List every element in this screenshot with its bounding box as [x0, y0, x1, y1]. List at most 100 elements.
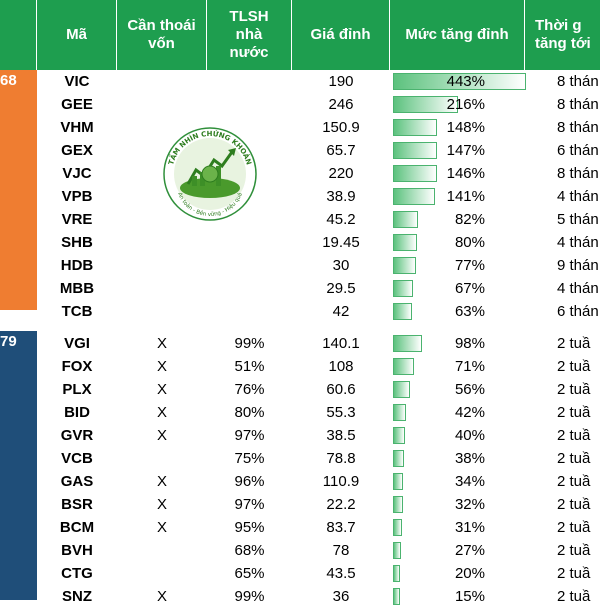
cell-muc-tang: 42%	[454, 404, 485, 421]
cell-gia-dinh: 150.9	[322, 119, 360, 136]
growth-bar	[393, 234, 417, 251]
cell-gia-dinh: 140.1	[322, 335, 360, 352]
table-row: FOX X 51% 108 71% 2 tuầ	[0, 355, 600, 378]
cell-thoi-gian: 6 thán	[557, 142, 599, 159]
header-thoi-gian-line2: tăng tới	[535, 35, 591, 52]
cell-thoai-von	[117, 447, 207, 470]
cell-tlsh: 76%	[234, 381, 265, 398]
table-row: VRE 45.2 82% 5 thán	[0, 208, 600, 231]
growth-bar	[393, 519, 402, 536]
cell-gia-dinh: 29.5	[326, 280, 356, 297]
header-tlsh: TLSH nhà nước	[207, 0, 292, 70]
cell-ma: PLX	[62, 381, 92, 398]
header-tlsh-line3: nước	[229, 44, 269, 61]
header-group-cell	[0, 0, 37, 70]
cell-tlsh	[207, 277, 292, 300]
table-row: CTG 65% 43.5 20% 2 tuầ	[0, 562, 600, 585]
cell-thoai-von	[117, 277, 207, 300]
table-row: VCB 75% 78.8 38% 2 tuầ	[0, 447, 600, 470]
cell-thoi-gian: 2 tuầ	[557, 381, 591, 398]
cell-tlsh: 68%	[234, 542, 265, 559]
group-band-bottom: 79	[0, 331, 37, 600]
table-row: BID X 80% 55.3 42% 2 tuầ	[0, 401, 600, 424]
cell-ma: MBB	[59, 280, 95, 297]
cell-thoi-gian: 8 thán	[557, 96, 599, 113]
cell-thoai-von: X	[156, 358, 167, 375]
cell-gia-dinh: 19.45	[322, 234, 360, 251]
cell-gia-dinh: 78.8	[326, 450, 356, 467]
cell-ma: GEX	[61, 142, 93, 159]
cell-ma: GAS	[60, 473, 94, 490]
cell-tlsh: 51%	[234, 358, 265, 375]
growth-bar	[393, 280, 413, 297]
cell-muc-tang: 216%	[446, 96, 485, 113]
cell-gia-dinh: 108	[328, 358, 354, 375]
cell-thoai-von	[117, 93, 207, 116]
cell-ma: VPB	[61, 188, 93, 205]
cell-thoi-gian: 2 tuầ	[557, 450, 591, 467]
cell-tlsh: 96%	[234, 473, 265, 490]
header-tlsh-line2: nhà	[235, 26, 263, 43]
cell-tlsh: 97%	[234, 427, 265, 444]
cell-gia-dinh: 42	[332, 303, 350, 320]
cell-thoai-von	[117, 539, 207, 562]
cell-ma: VGI	[64, 335, 90, 352]
table-header: Mã Cần thoái vốn TLSH nhà nước Giá đỉnh …	[0, 0, 600, 70]
table-row: VIC 190 443% 8 thán	[0, 70, 600, 93]
cell-thoi-gian: 9 thán	[557, 257, 599, 274]
cell-tlsh	[207, 93, 292, 116]
cell-thoai-von	[117, 254, 207, 277]
cell-gia-dinh: 30	[332, 257, 350, 274]
cell-thoi-gian: 2 tuầ	[557, 542, 591, 559]
cell-thoai-von: X	[156, 381, 167, 398]
table-row: GEE 246 216% 8 thán	[0, 93, 600, 116]
cell-gia-dinh: 45.2	[326, 211, 356, 228]
cell-thoi-gian: 2 tuầ	[557, 496, 591, 513]
cell-muc-tang: 147%	[446, 142, 485, 159]
cell-thoi-gian: 2 tuầ	[557, 588, 591, 605]
header-thoi-gian: Thời g tăng tới	[525, 0, 600, 70]
cell-thoi-gian: 2 tuầ	[557, 473, 591, 490]
cell-muc-tang: 98%	[454, 335, 485, 352]
table-row: MBB 29.5 67% 4 thán	[0, 277, 600, 300]
cell-thoi-gian: 2 tuầ	[557, 404, 591, 421]
table-row: BCM X 95% 83.7 31% 2 tuầ	[0, 516, 600, 539]
growth-bar	[393, 335, 422, 352]
cell-gia-dinh: 60.6	[326, 381, 356, 398]
cell-gia-dinh: 220	[328, 165, 354, 182]
cell-thoi-gian: 4 thán	[557, 234, 599, 251]
cell-ma: CTG	[61, 565, 93, 582]
cell-tlsh: 97%	[234, 496, 265, 513]
cell-tlsh: 80%	[234, 404, 265, 421]
table-row: HDB 30 77% 9 thán	[0, 254, 600, 277]
cell-thoai-von: X	[156, 588, 167, 605]
cell-muc-tang: 71%	[454, 358, 485, 375]
cell-thoai-von: X	[156, 519, 167, 536]
cell-tlsh	[207, 70, 292, 93]
group-label-top: 68	[0, 72, 17, 89]
cell-ma: BVH	[61, 542, 93, 559]
growth-bar	[393, 96, 458, 113]
growth-bar	[393, 73, 526, 90]
table-row: SNZ X 99% 36 15% 2 tuầ	[0, 585, 600, 608]
cell-thoi-gian: 2 tuầ	[557, 427, 591, 444]
cell-gia-dinh: 38.9	[326, 188, 356, 205]
group-label-bottom: 79	[0, 333, 17, 350]
growth-bar	[393, 381, 410, 398]
cell-ma: BCM	[59, 519, 95, 536]
cell-muc-tang: 20%	[454, 565, 485, 582]
cell-gia-dinh: 36	[332, 588, 350, 605]
table-row: GVR X 97% 38.5 40% 2 tuầ	[0, 424, 600, 447]
table-row: VPB 38.9 141% 4 thán	[0, 185, 600, 208]
cell-ma: VHM	[60, 119, 94, 136]
cell-muc-tang: 15%	[454, 588, 485, 605]
growth-bar	[393, 358, 414, 375]
cell-muc-tang: 63%	[454, 303, 485, 320]
cell-muc-tang: 32%	[454, 496, 485, 513]
cell-ma: TCB	[61, 303, 93, 320]
cell-ma: SNZ	[62, 588, 92, 605]
cell-tlsh	[207, 254, 292, 277]
growth-bar	[393, 473, 403, 490]
cell-muc-tang: 141%	[446, 188, 485, 205]
cell-thoi-gian: 2 tuầ	[557, 335, 591, 352]
